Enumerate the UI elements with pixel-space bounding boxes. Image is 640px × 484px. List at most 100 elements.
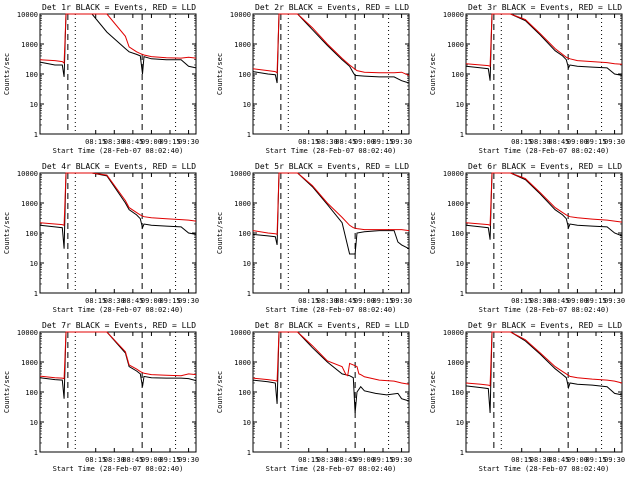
detector-plot-9: Det 9r BLACK = Events, RED = LLD 1 10 100 10… [429, 321, 625, 473]
x-tick-label: 09:30 [178, 456, 199, 464]
x-tick-label: 08:30 [317, 138, 338, 146]
y-axis-label: Counts/sec [429, 371, 437, 413]
x-tick-label: 08:30 [530, 297, 551, 305]
y-tick-label: 100 [238, 71, 251, 79]
x-tick-label: 08:15 [85, 297, 106, 305]
series-events-line [252, 172, 410, 255]
x-axis-label: Start Time (28-Feb-07 08:02:40) [479, 306, 610, 314]
series-events-line [39, 172, 197, 249]
series-lld-line [39, 13, 197, 65]
plot-frame [465, 331, 623, 453]
series-events-line [465, 172, 623, 240]
x-tick-label: 08:30 [530, 138, 551, 146]
y-tick-label: 1000 [447, 41, 464, 49]
x-tick-label: 09:30 [391, 456, 412, 464]
y-tick-label: 10000 [230, 170, 251, 178]
series-lld-line [465, 172, 623, 227]
series-lld-line [465, 331, 623, 387]
plot-title: Det 6r BLACK = Events, RED = LLD [468, 162, 622, 171]
y-tick-label: 1000 [234, 41, 251, 49]
plot-title: Det 8r BLACK = Events, RED = LLD [255, 321, 409, 330]
detector-plot-1: Det 1r BLACK = Events, RED = LLD 1 10 100 10… [3, 3, 199, 155]
x-tick-label: 09:30 [178, 138, 199, 146]
x-tick-label: 08:15 [85, 138, 106, 146]
x-tick-label: 09:00 [354, 297, 375, 305]
x-tick-label: 08:45 [548, 138, 569, 146]
detector-plot-4: Det 4r BLACK = Events, RED = LLD 1 10 100 10… [3, 162, 199, 314]
x-tick-label: 09:15 [159, 138, 180, 146]
y-tick-label: 10 [243, 419, 251, 427]
series-lld-line [252, 172, 410, 236]
y-tick-label: 10000 [17, 170, 38, 178]
series-lld-line [252, 13, 410, 76]
x-tick-label: 08:15 [85, 456, 106, 464]
x-tick-label: 08:30 [104, 456, 125, 464]
x-tick-label: 08:45 [122, 456, 143, 464]
y-tick-label: 1000 [234, 359, 251, 367]
series-events-line [39, 13, 197, 77]
y-tick-label: 1000 [447, 359, 464, 367]
y-tick-label: 1 [460, 131, 464, 139]
plot-title: Det 9r BLACK = Events, RED = LLD [468, 321, 622, 330]
y-tick-label: 1000 [21, 200, 38, 208]
y-tick-label: 10 [30, 419, 38, 427]
x-tick-label: 08:30 [104, 297, 125, 305]
x-tick-label: 08:15 [298, 456, 319, 464]
x-tick-label: 09:00 [567, 138, 588, 146]
plot-title: Det 3r BLACK = Events, RED = LLD [468, 3, 622, 12]
plot-frame [252, 13, 410, 135]
y-axis-label: Counts/sec [3, 212, 11, 254]
y-tick-label: 10000 [443, 329, 464, 337]
series-events-line [465, 331, 623, 414]
x-tick-label: 09:00 [141, 456, 162, 464]
y-tick-label: 10 [243, 260, 251, 268]
x-axis-label: Start Time (28-Feb-07 08:02:40) [479, 147, 610, 155]
x-tick-label: 09:00 [567, 456, 588, 464]
x-tick-label: 09:30 [178, 297, 199, 305]
y-tick-label: 100 [25, 71, 38, 79]
detector-plot-6: Det 6r BLACK = Events, RED = LLD 1 10 100 10… [429, 162, 625, 314]
x-tick-label: 09:15 [159, 456, 180, 464]
series-events-line [465, 13, 623, 81]
series-events-line [252, 13, 410, 84]
x-tick-label: 09:30 [604, 456, 625, 464]
x-tick-label: 09:00 [354, 456, 375, 464]
plot-title: Det 5r BLACK = Events, RED = LLD [255, 162, 409, 171]
y-tick-label: 10 [30, 101, 38, 109]
x-tick-label: 09:30 [604, 138, 625, 146]
x-tick-label: 08:45 [335, 456, 356, 464]
y-tick-label: 10000 [17, 329, 38, 337]
y-tick-label: 100 [451, 230, 464, 238]
y-tick-label: 10000 [443, 11, 464, 19]
series-events-line [252, 331, 410, 414]
y-tick-label: 100 [451, 71, 464, 79]
x-tick-label: 08:15 [298, 297, 319, 305]
x-tick-label: 09:00 [354, 138, 375, 146]
x-axis-label: Start Time (28-Feb-07 08:02:40) [479, 465, 610, 473]
x-tick-label: 08:45 [335, 297, 356, 305]
x-tick-label: 08:30 [104, 138, 125, 146]
x-axis-label: Start Time (28-Feb-07 08:02:40) [53, 147, 184, 155]
y-tick-label: 1 [460, 449, 464, 457]
x-tick-label: 08:45 [335, 138, 356, 146]
x-tick-label: 09:30 [391, 138, 412, 146]
plot-title: Det 1r BLACK = Events, RED = LLD [42, 3, 196, 12]
x-tick-label: 08:15 [511, 456, 532, 464]
x-tick-label: 08:45 [548, 456, 569, 464]
detector-plot-5: Det 5r BLACK = Events, RED = LLD 1 10 100 10… [216, 162, 412, 314]
y-tick-label: 1 [34, 290, 38, 298]
x-tick-label: 08:45 [548, 297, 569, 305]
y-axis-label: Counts/sec [216, 53, 224, 95]
y-tick-label: 1 [460, 290, 464, 298]
x-tick-label: 09:15 [372, 297, 393, 305]
detector-plot-8: Det 8r BLACK = Events, RED = LLD 1 10 100 10… [216, 321, 412, 473]
detector-plot-2: Det 2r BLACK = Events, RED = LLD 1 10 100 10… [216, 3, 412, 155]
x-tick-label: 08:30 [317, 456, 338, 464]
x-tick-label: 08:15 [511, 138, 532, 146]
x-axis-label: Start Time (28-Feb-07 08:02:40) [266, 147, 397, 155]
y-axis-label: Counts/sec [3, 53, 11, 95]
x-axis-label: Start Time (28-Feb-07 08:02:40) [266, 306, 397, 314]
series-lld-line [465, 13, 623, 68]
